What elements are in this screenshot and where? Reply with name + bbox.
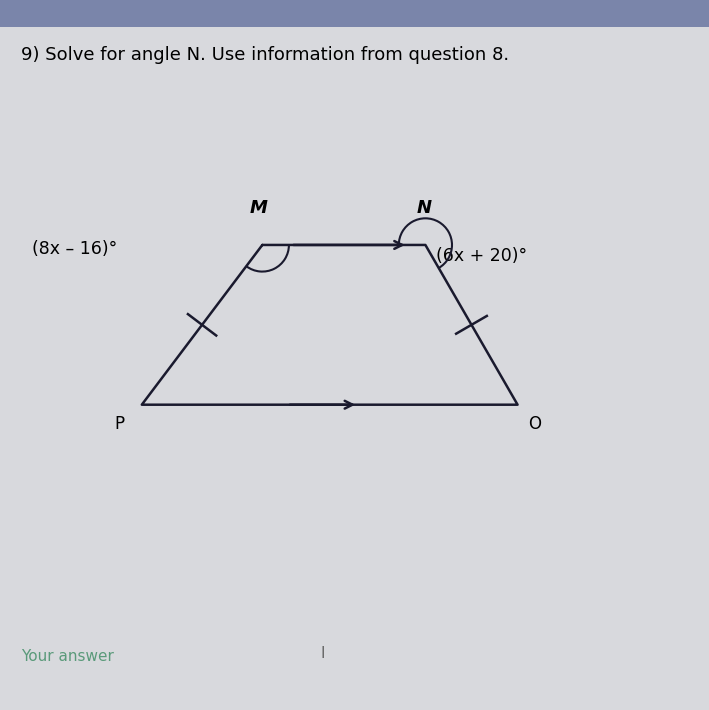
Text: M: M	[250, 199, 268, 217]
Text: N: N	[416, 199, 432, 217]
Text: (6x + 20)°: (6x + 20)°	[436, 246, 527, 265]
FancyBboxPatch shape	[0, 0, 709, 27]
Text: P: P	[114, 415, 124, 433]
Text: O: O	[528, 415, 541, 433]
Text: (8x – 16)°: (8x – 16)°	[32, 239, 117, 258]
Text: I: I	[320, 645, 325, 661]
Text: 9) Solve for angle N. Use information from question 8.: 9) Solve for angle N. Use information fr…	[21, 46, 509, 64]
Text: Your answer: Your answer	[21, 649, 114, 665]
